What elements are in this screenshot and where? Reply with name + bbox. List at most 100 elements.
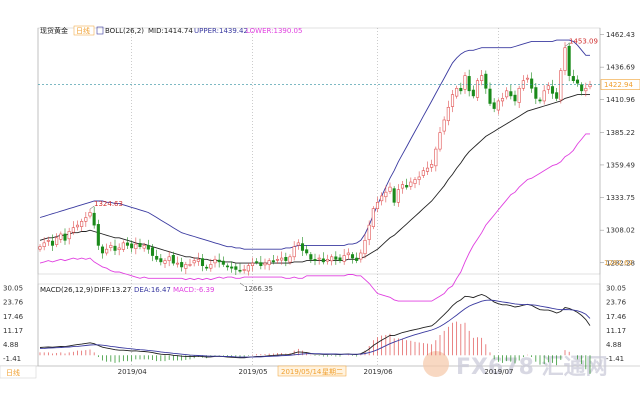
candle-body-9	[75, 224, 80, 228]
period-badge[interactable]	[73, 25, 95, 36]
macd-tick-right-0: 30.05	[606, 285, 626, 293]
macd-tick-left-5: -1.41	[3, 355, 21, 363]
watermark-text: FX678 汇通网	[456, 355, 608, 380]
candle-body-97	[442, 119, 446, 132]
candle-body-110	[496, 100, 500, 111]
candle-body-72	[338, 257, 342, 261]
candle-body-29	[159, 258, 163, 263]
macd-label: MACD(26,12,9)	[40, 286, 93, 294]
candle-body-75	[350, 254, 355, 259]
current-price-value: 1422.94	[604, 81, 633, 89]
candle-body-5	[59, 233, 63, 240]
price-tick-label-5: 1333.75	[606, 194, 635, 202]
boll-upper-line	[39, 39, 590, 250]
candle-body-130	[580, 84, 584, 92]
candle-body-19	[117, 247, 121, 251]
candle-body-50	[246, 265, 250, 272]
candle-body-84	[388, 186, 392, 192]
candle-body-14	[96, 224, 100, 246]
candle-body-91	[417, 176, 421, 180]
candle-body-22	[130, 243, 134, 249]
footer-period-tab[interactable]	[0, 365, 37, 379]
candle-body-124	[555, 92, 559, 99]
candlesticks	[38, 42, 592, 276]
price-axis-ticks: 1462.43 1436.69 1410.96 1385.22 1359.49 1333.…	[600, 31, 635, 267]
candle-body-39	[200, 258, 205, 266]
candle-body-105	[475, 80, 480, 98]
candle-body-25	[142, 245, 146, 249]
candle-body-59	[284, 257, 288, 261]
candle-body-69	[325, 259, 330, 262]
candle-body-64	[305, 249, 309, 254]
annotation-label-0: 1324.63	[94, 200, 123, 208]
macd-tick-right-2: 17.46	[606, 313, 627, 321]
candle-body-74	[346, 252, 350, 256]
cursor-date: 2019/05/14	[281, 368, 322, 376]
candle-body-16	[105, 248, 109, 254]
candle-body-65	[309, 254, 313, 260]
macd-tick-right-4: 4.88	[606, 341, 622, 349]
candle-body-107	[484, 73, 488, 89]
macd-tick-left-2: 17.46	[3, 313, 24, 321]
candle-body-10	[80, 221, 84, 227]
candle-body-131	[584, 87, 588, 92]
candle-body-104	[471, 89, 475, 97]
candle-body-28	[155, 255, 159, 260]
candle-body-80	[371, 208, 375, 227]
period-badge-label: 日线	[76, 26, 90, 35]
candle-body-47	[234, 266, 238, 270]
candle-body-113	[509, 91, 513, 97]
boll-label: BOLL(26,2)	[105, 27, 144, 35]
candle-body-68	[321, 258, 325, 263]
candle-body-63	[300, 243, 305, 251]
price-tick-label-1: 1436.69	[606, 64, 635, 72]
candle-body-43	[217, 259, 221, 263]
candle-body-123	[550, 86, 555, 94]
candle-body-89	[409, 181, 413, 187]
price-tick-label-7: 1282.28	[606, 259, 635, 267]
annotation-label-2: 1453.09	[569, 37, 598, 45]
candle-body-129	[575, 79, 580, 84]
candle-body-3	[50, 240, 55, 246]
candle-body-125	[559, 70, 563, 101]
macd-dea-label: DEA:16.47	[134, 286, 171, 294]
instrument-title: 现货黄金	[40, 26, 68, 35]
annotation-pointer-1	[239, 282, 245, 287]
candle-body-81	[375, 202, 380, 209]
candle-body-92	[421, 170, 425, 176]
date-label-0: 2019/04	[118, 368, 148, 376]
candle-body-83	[384, 191, 388, 198]
boll-lower-label: LOWER:1390.05	[246, 27, 302, 35]
candle-body-31	[167, 256, 171, 261]
candle-body-71	[334, 256, 338, 260]
macd-tick-right-5: -1.41	[606, 355, 624, 363]
candle-body-90	[413, 179, 417, 184]
candle-body-21	[125, 242, 130, 246]
date-label-1: 2019/05	[239, 368, 268, 376]
candle-body-4	[55, 237, 59, 245]
price-tick-label-3: 1385.22	[606, 129, 635, 137]
price-panel-frame	[37, 27, 601, 275]
indicator-icon[interactable]	[96, 26, 104, 35]
macd-series	[39, 294, 591, 374]
boll-mid-label: MID:1414.74	[148, 27, 193, 35]
candle-body-12	[88, 212, 92, 217]
macd-tick-left-1: 23.76	[3, 299, 24, 307]
candle-body-18	[113, 245, 117, 251]
candle-body-79	[367, 224, 371, 240]
watermark-logo-icon	[423, 351, 449, 377]
candle-body-86	[396, 189, 400, 203]
boll-lower-line	[39, 133, 590, 302]
candle-body-57	[275, 259, 280, 261]
candle-body-26	[146, 245, 150, 250]
candle-body-127	[567, 45, 571, 76]
annotation-label-1: 1266.35	[244, 285, 273, 293]
candle-body-37	[192, 260, 196, 264]
candle-body-76	[355, 257, 359, 261]
candle-body-48	[238, 269, 242, 272]
candle-body-62	[296, 242, 300, 246]
macd-value-label: MACD:-6.39	[173, 286, 214, 294]
candle-body-67	[317, 257, 321, 260]
candle-body-41	[209, 264, 213, 269]
